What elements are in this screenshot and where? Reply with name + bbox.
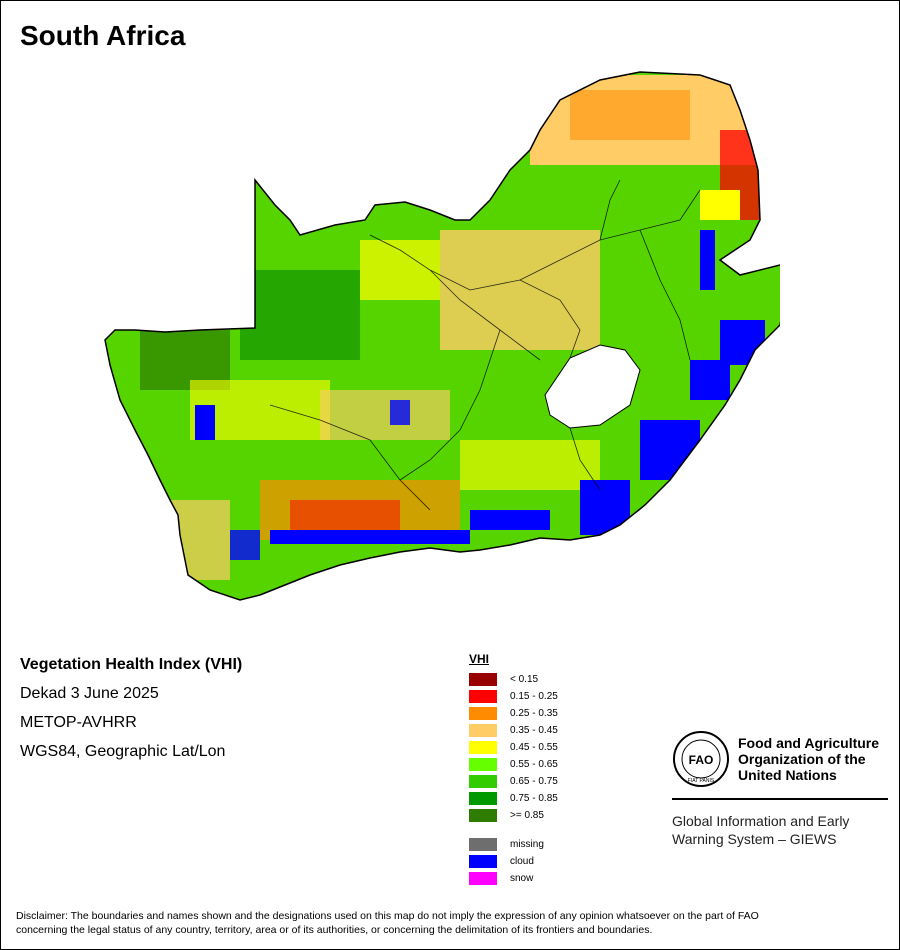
legend-swatch	[469, 690, 497, 703]
fao-divider	[672, 798, 888, 800]
legend-item: missing	[469, 836, 558, 853]
legend-swatch	[469, 741, 497, 754]
fao-org-line3: United Nations	[738, 767, 837, 783]
legend-item: 0.45 - 0.55	[469, 739, 558, 756]
legend-item: cloud	[469, 853, 558, 870]
legend-label: missing	[510, 839, 544, 850]
sensor-text: METOP-AVHRR	[20, 714, 137, 731]
legend-swatch	[469, 673, 497, 686]
fao-logo-letters: FAO	[689, 753, 714, 767]
fao-org-line2: Organization of the	[738, 751, 866, 767]
legend-extra: missing cloud snow	[469, 836, 558, 887]
legend-classes: < 0.15 0.15 - 0.25 0.25 - 0.35 0.35 - 0.45 0…	[469, 671, 558, 824]
legend-label: 0.75 - 0.85	[510, 793, 558, 804]
legend-swatch	[469, 855, 497, 868]
legend-item: >= 0.85	[469, 807, 558, 824]
legend-swatch	[469, 792, 497, 805]
fao-org-line1: Food and Agriculture	[738, 735, 880, 751]
disclaimer-line2: concerning the legal status of any count…	[16, 924, 653, 936]
giews-name: Global Information and Early Warning Sys…	[672, 812, 888, 848]
fao-org-name: Food and Agriculture Organization of the…	[738, 735, 879, 783]
legend-label: 0.55 - 0.65	[510, 759, 558, 770]
fao-org: FAO FIAT PANIS Food and Agriculture Orga…	[672, 730, 888, 788]
legend-item: 0.65 - 0.75	[469, 773, 558, 790]
legend-label: 0.65 - 0.75	[510, 776, 558, 787]
index-name: Vegetation Health Index (VHI)	[20, 656, 243, 673]
legend-label: snow	[510, 873, 534, 884]
fao-block: FAO FIAT PANIS Food and Agriculture Orga…	[672, 730, 888, 848]
legend-item: 0.55 - 0.65	[469, 756, 558, 773]
legend-label: < 0.15	[510, 674, 539, 685]
legend-swatch	[469, 809, 497, 822]
vhi-map	[104, 71, 780, 601]
legend-swatch	[469, 775, 497, 788]
giews-line2: Warning System – GIEWS	[672, 831, 837, 847]
map-title: South Africa	[20, 20, 186, 51]
legend-swatch	[469, 758, 497, 771]
legend-swatch	[469, 838, 497, 851]
period-text: Dekad 3 June 2025	[20, 685, 159, 702]
giews-line1: Global Information and Early	[672, 813, 850, 829]
legend-swatch	[469, 724, 497, 737]
fao-logo-icon: FAO FIAT PANIS	[673, 731, 729, 787]
fao-logo-motto: FIAT PANIS	[688, 778, 715, 784]
legend: VHI < 0.15 0.15 - 0.25 0.25 - 0.35 0.35 - 0…	[469, 652, 558, 887]
legend-item: 0.15 - 0.25	[469, 688, 558, 705]
disclaimer-line1: Disclaimer: The boundaries and names sho…	[16, 910, 759, 922]
map-info: Vegetation Health Index (VHI) Dekad 3 Ju…	[20, 656, 242, 772]
legend-label: 0.35 - 0.45	[510, 725, 558, 736]
legend-item: snow	[469, 870, 558, 887]
legend-item: 0.75 - 0.85	[469, 790, 558, 807]
legend-label: >= 0.85	[510, 810, 544, 821]
projection-text: WGS84, Geographic Lat/Lon	[20, 743, 226, 760]
legend-label: 0.15 - 0.25	[510, 691, 558, 702]
legend-label: 0.25 - 0.35	[510, 708, 558, 719]
legend-item: < 0.15	[469, 671, 558, 688]
disclaimer: Disclaimer: The boundaries and names sho…	[16, 909, 886, 937]
legend-label: 0.45 - 0.55	[510, 742, 558, 753]
legend-item: 0.25 - 0.35	[469, 705, 558, 722]
legend-swatch	[469, 707, 497, 720]
legend-title: VHI	[469, 652, 490, 666]
legend-label: cloud	[510, 856, 534, 867]
legend-swatch	[469, 872, 497, 885]
legend-item: 0.35 - 0.45	[469, 722, 558, 739]
